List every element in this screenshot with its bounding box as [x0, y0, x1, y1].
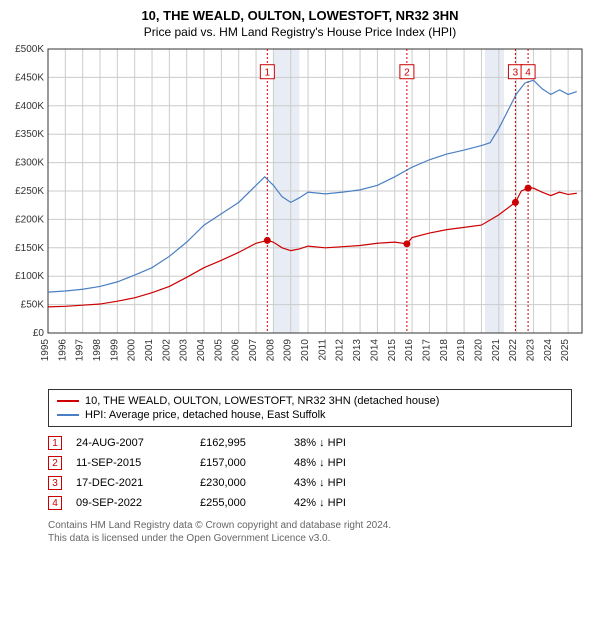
svg-text:2: 2: [404, 68, 410, 79]
svg-text:2002: 2002: [161, 339, 172, 362]
sale-date: 11-SEP-2015: [76, 457, 186, 469]
svg-text:3: 3: [513, 68, 519, 79]
svg-text:2001: 2001: [144, 339, 155, 362]
sale-marker-box: 3: [48, 476, 62, 490]
svg-text:1: 1: [265, 68, 271, 79]
svg-text:2011: 2011: [317, 339, 328, 361]
svg-text:2021: 2021: [491, 339, 502, 362]
sale-marker-box: 2: [48, 456, 62, 470]
sales-row: 3 17-DEC-2021 £230,000 43% ↓ HPI: [48, 473, 572, 493]
svg-text:2016: 2016: [404, 339, 415, 362]
svg-text:2024: 2024: [543, 339, 554, 362]
sale-diff: 48% ↓ HPI: [294, 457, 384, 469]
svg-text:2017: 2017: [421, 339, 432, 362]
svg-text:2023: 2023: [525, 339, 536, 362]
svg-text:2018: 2018: [439, 339, 450, 362]
legend-label: 10, THE WEALD, OULTON, LOWESTOFT, NR32 3…: [85, 395, 439, 407]
svg-text:2020: 2020: [473, 339, 484, 362]
legend-row: HPI: Average price, detached house, East…: [57, 408, 563, 422]
sales-row: 2 11-SEP-2015 £157,000 48% ↓ HPI: [48, 453, 572, 473]
sale-price: £230,000: [200, 477, 280, 489]
sale-price: £162,995: [200, 437, 280, 449]
svg-text:2015: 2015: [387, 339, 398, 362]
chart-area: £0 £50K £100K £150K £200K £250K £300K £350K £400…: [0, 43, 600, 383]
svg-text:2010: 2010: [300, 339, 311, 362]
svg-text:£50K: £50K: [21, 300, 45, 311]
legend-label: HPI: Average price, detached house, East…: [85, 409, 326, 421]
svg-text:2012: 2012: [335, 339, 346, 362]
svg-text:2013: 2013: [352, 339, 363, 362]
chart-container: 10, THE WEALD, OULTON, LOWESTOFT, NR32 3…: [0, 0, 600, 545]
svg-text:2014: 2014: [369, 339, 380, 362]
svg-text:1997: 1997: [75, 339, 86, 362]
svg-text:2022: 2022: [508, 339, 519, 362]
sale-price: £157,000: [200, 457, 280, 469]
chart-title: 10, THE WEALD, OULTON, LOWESTOFT, NR32 3…: [0, 8, 600, 23]
svg-text:2019: 2019: [456, 339, 467, 362]
svg-text:2004: 2004: [196, 339, 207, 362]
sale-diff: 42% ↓ HPI: [294, 497, 384, 509]
svg-text:£200K: £200K: [15, 214, 44, 225]
sale-marker-box: 4: [48, 496, 62, 510]
svg-text:£400K: £400K: [15, 101, 44, 112]
sale-date: 17-DEC-2021: [76, 477, 186, 489]
svg-text:2005: 2005: [213, 339, 224, 362]
svg-text:£450K: £450K: [15, 72, 44, 83]
svg-text:1996: 1996: [57, 339, 68, 362]
sale-date: 24-AUG-2007: [76, 437, 186, 449]
svg-text:2009: 2009: [283, 339, 294, 362]
sale-date: 09-SEP-2022: [76, 497, 186, 509]
svg-text:4: 4: [525, 68, 531, 79]
chart-subtitle: Price paid vs. HM Land Registry's House …: [0, 25, 600, 39]
svg-text:1998: 1998: [92, 339, 103, 362]
svg-text:2025: 2025: [560, 339, 571, 362]
titles: 10, THE WEALD, OULTON, LOWESTOFT, NR32 3…: [0, 0, 600, 43]
chart-svg: £0 £50K £100K £150K £200K £250K £300K £350K £400…: [0, 43, 600, 383]
svg-text:2008: 2008: [265, 339, 276, 362]
svg-text:2003: 2003: [179, 339, 190, 362]
svg-text:1995: 1995: [40, 339, 51, 362]
sales-row: 1 24-AUG-2007 £162,995 38% ↓ HPI: [48, 433, 572, 453]
sale-price: £255,000: [200, 497, 280, 509]
sales-row: 4 09-SEP-2022 £255,000 42% ↓ HPI: [48, 493, 572, 513]
legend: 10, THE WEALD, OULTON, LOWESTOFT, NR32 3…: [48, 389, 572, 427]
footnote-line: Contains HM Land Registry data © Crown c…: [48, 519, 572, 532]
legend-swatch: [57, 400, 79, 402]
svg-text:£500K: £500K: [15, 44, 44, 55]
svg-text:2007: 2007: [248, 339, 259, 362]
sale-marker-box: 1: [48, 436, 62, 450]
svg-text:2000: 2000: [127, 339, 138, 362]
legend-row: 10, THE WEALD, OULTON, LOWESTOFT, NR32 3…: [57, 394, 563, 408]
svg-text:£350K: £350K: [15, 129, 44, 140]
svg-text:£0: £0: [33, 328, 45, 339]
footnote: Contains HM Land Registry data © Crown c…: [48, 519, 572, 545]
sale-diff: 43% ↓ HPI: [294, 477, 384, 489]
legend-swatch: [57, 414, 79, 416]
svg-text:£150K: £150K: [15, 243, 44, 254]
sale-diff: 38% ↓ HPI: [294, 437, 384, 449]
svg-text:2006: 2006: [231, 339, 242, 362]
svg-text:£250K: £250K: [15, 186, 44, 197]
svg-text:1999: 1999: [109, 339, 120, 362]
svg-text:£100K: £100K: [15, 271, 44, 282]
footnote-line: This data is licensed under the Open Gov…: [48, 532, 572, 545]
svg-text:£300K: £300K: [15, 158, 44, 169]
sales-table: 1 24-AUG-2007 £162,995 38% ↓ HPI 2 11-SEP-201…: [48, 433, 572, 513]
